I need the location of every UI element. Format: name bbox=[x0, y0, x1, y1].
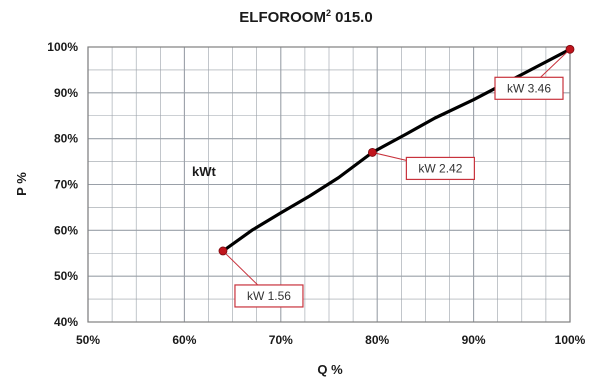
y-tick-label: 40% bbox=[54, 315, 78, 329]
x-tick-label: 70% bbox=[269, 333, 293, 347]
x-tick-label: 50% bbox=[76, 333, 100, 347]
data-point-marker bbox=[565, 44, 575, 54]
chart-title-main: ELFOROOM bbox=[239, 9, 326, 26]
point-label: kW 2.42 bbox=[418, 161, 462, 175]
point-label: kW 1.56 bbox=[247, 289, 291, 303]
point-label-box bbox=[494, 76, 564, 100]
chart-title: ELFOROOM2 015.0 bbox=[239, 8, 372, 26]
point-label: kW 3.46 bbox=[507, 81, 551, 95]
chart-title-suffix: 015.0 bbox=[331, 9, 373, 26]
point-label-box bbox=[234, 284, 304, 308]
x-tick-label: 80% bbox=[365, 333, 389, 347]
y-axis-label: P % bbox=[14, 172, 29, 196]
y-tick-label: 90% bbox=[54, 86, 78, 100]
x-tick-label: 100% bbox=[555, 333, 586, 347]
x-tick-label: 60% bbox=[172, 333, 196, 347]
y-tick-label: 50% bbox=[54, 269, 78, 283]
data-point-marker bbox=[218, 246, 228, 256]
x-axis-label: Q % bbox=[317, 362, 343, 377]
y-tick-label: 60% bbox=[54, 223, 78, 237]
point-label-box bbox=[405, 156, 475, 181]
y-tick-label: 70% bbox=[54, 178, 78, 192]
data-point-marker bbox=[367, 148, 377, 157]
tick-labels: 50% 60% 70% 80% 90% 100% 40% 50% 60% 70% 80% 90% 100… bbox=[47, 40, 585, 347]
y-tick-label: 100% bbox=[47, 40, 78, 54]
plot-frame bbox=[87, 46, 571, 323]
y-tick-label: 80% bbox=[54, 132, 78, 146]
chart-title-superscript: 2 bbox=[326, 8, 331, 18]
x-tick-label: 90% bbox=[462, 333, 486, 347]
data-points: kW 1.56 kW 2.42 kW 3.46 bbox=[218, 44, 575, 308]
kwt-annotation: kWt bbox=[192, 164, 217, 179]
